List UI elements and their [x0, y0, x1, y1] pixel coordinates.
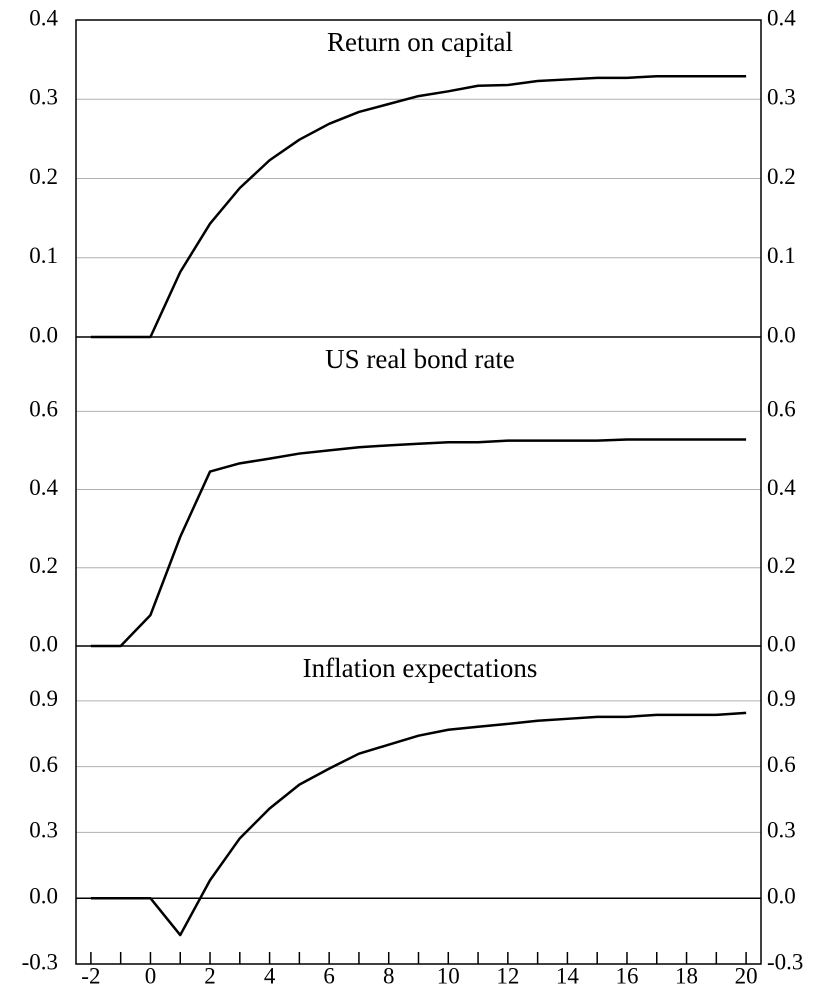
x-tick-label: 18	[675, 963, 698, 988]
x-tick-label: 10	[437, 963, 460, 988]
y2-tick-label: 0.9	[767, 686, 796, 711]
y2-tick-label: 0.0	[767, 883, 796, 908]
y-tick-label: 0.1	[29, 243, 58, 268]
y2-tick-label: 0.2	[767, 164, 796, 189]
panel-title: Inflation expectations	[303, 653, 538, 683]
y-tick-label: 0.2	[29, 553, 58, 578]
line	[90, 438, 747, 648]
y-tick-label: 0.3	[29, 85, 58, 110]
y-tick-label: 0.0	[29, 631, 58, 656]
y2-tick-label: 0.6	[767, 397, 796, 422]
y2-tick-label: 0.0	[767, 322, 796, 347]
y-tick-label: 0.0	[29, 322, 58, 347]
y2-tick-label: 0.3	[767, 818, 796, 843]
y-tick-label: 0.4	[29, 475, 58, 500]
y2-tick-label: -0.3	[767, 949, 803, 974]
x-tick-label: -2	[81, 963, 100, 988]
y2-tick-label: 0.0	[767, 631, 796, 656]
x-tick-label: 0	[145, 963, 157, 988]
y-tick-label: 0.0	[29, 883, 58, 908]
y-tick-label: -0.3	[22, 949, 58, 974]
y-tick-label: 0.6	[29, 397, 58, 422]
x-tick-label: 12	[496, 963, 519, 988]
panel-title: US real bond rate	[325, 344, 515, 374]
y-tick-label: 0.2	[29, 164, 58, 189]
plot-frame	[75, 19, 762, 965]
y2-tick-label: 0.6	[767, 752, 796, 777]
x-tick-label: 2	[204, 963, 216, 988]
y2-tick-label: 0.1	[767, 243, 796, 268]
x-tick-label: 16	[615, 963, 638, 988]
y2-tick-label: 0.4	[767, 5, 796, 30]
panel-title: Return on capital	[327, 27, 513, 57]
x-tick-label: 4	[264, 963, 276, 988]
x-tick-label: 20	[735, 963, 758, 988]
y-tick-label: 0.9	[29, 686, 58, 711]
x-tick-label: 8	[383, 963, 395, 988]
line	[90, 75, 747, 339]
y-tick-label: 0.3	[29, 818, 58, 843]
y-tick-label: 0.4	[29, 5, 58, 30]
x-tick-label: 6	[323, 963, 335, 988]
y-tick-label: 0.6	[29, 752, 58, 777]
line	[90, 711, 747, 937]
y2-tick-label: 0.2	[767, 553, 796, 578]
y2-tick-label: 0.4	[767, 475, 796, 500]
x-tick-label: 14	[556, 963, 580, 988]
y2-tick-label: 0.3	[767, 85, 796, 110]
